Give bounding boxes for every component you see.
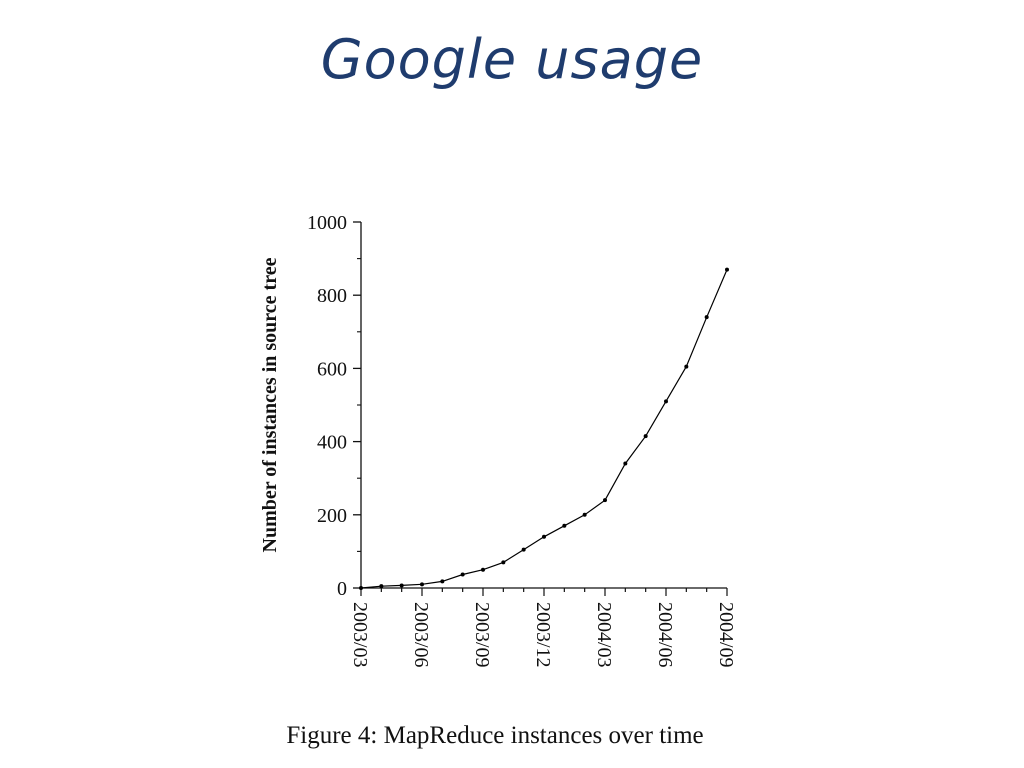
data-point xyxy=(399,583,404,588)
series-line xyxy=(360,269,728,589)
x-tick-label: 2003/06 xyxy=(410,602,432,668)
data-point xyxy=(704,315,709,320)
data-point xyxy=(501,560,506,565)
x-tick-label: 2003/03 xyxy=(349,602,371,668)
data-point xyxy=(562,523,567,528)
slide-title: Google usage xyxy=(320,28,704,91)
y-tick-label: 400 xyxy=(317,432,347,454)
x-tick-label: 2004/09 xyxy=(715,602,737,668)
x-tick-label: 2004/06 xyxy=(654,602,676,668)
y-tick-label: 800 xyxy=(317,285,347,307)
data-point xyxy=(481,567,485,572)
y-tick-label: 1000 xyxy=(307,212,347,234)
y-tick-label: 200 xyxy=(317,505,347,527)
data-point xyxy=(684,364,689,369)
data-point xyxy=(521,547,526,552)
data-point xyxy=(664,399,668,404)
data-point xyxy=(440,579,445,584)
y-tick-label: 600 xyxy=(317,358,347,380)
x-tick-label: 2004/03 xyxy=(593,602,615,668)
data-point xyxy=(623,461,628,466)
y-tick-label: 0 xyxy=(337,578,347,600)
data-point xyxy=(542,534,546,539)
data-point xyxy=(643,434,648,439)
data-point xyxy=(603,498,607,503)
data-point xyxy=(460,572,465,577)
data-point xyxy=(379,584,384,589)
data-point xyxy=(420,582,424,587)
x-tick-label: 2003/09 xyxy=(471,602,493,668)
y-axis-label: Number of instances in source tree xyxy=(259,257,281,552)
data-point xyxy=(582,512,587,517)
y-axis: 0 200 400 600 800 1000 xyxy=(307,212,362,600)
x-axis: 2003/03 2003/06 2003/09 2003/12 2004/03 2004/… xyxy=(349,587,737,668)
series-group xyxy=(359,267,729,590)
x-tick-label: 2003/12 xyxy=(532,602,554,668)
data-point xyxy=(725,267,729,272)
data-point xyxy=(359,586,363,590)
figure-caption: Figure 4: MapReduce instances over time xyxy=(286,722,704,749)
